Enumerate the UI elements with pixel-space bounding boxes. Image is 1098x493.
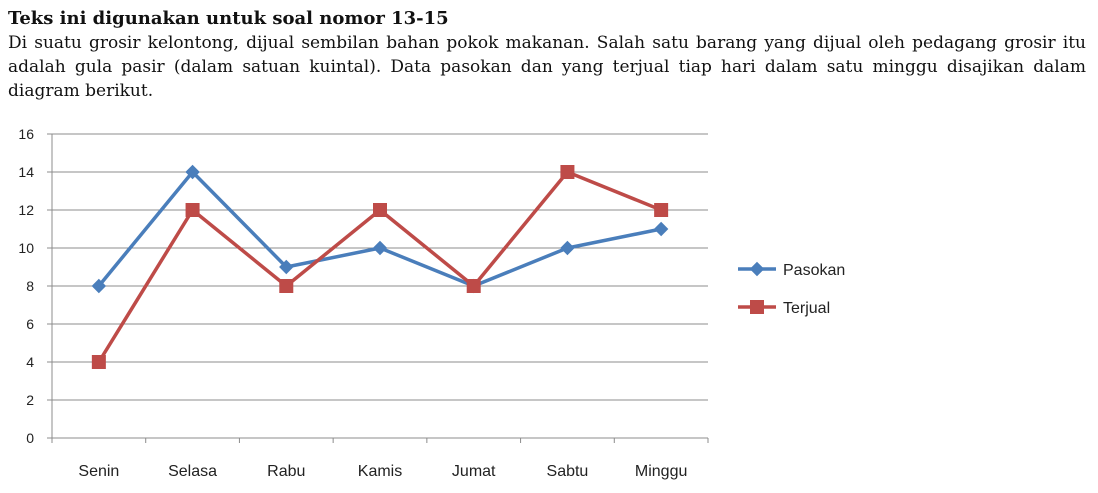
series [91,164,669,369]
x-tick-labels: Senin Selasa Rabu Kamis Jumat Sabtu Minggu [78,463,687,480]
text-paragraph: Di suatu grosir kelontong, dijual sembil… [8,33,1086,101]
y-tick-label: 2 [26,392,34,408]
y-tick-label: 4 [26,354,34,370]
legend-marker [750,300,764,314]
y-tick-labels: 0 2 4 6 8 10 12 14 16 [18,126,34,446]
y-tick-label: 12 [18,202,34,218]
legend-label: Terjual [783,300,830,317]
x-tick-label: Sabtu [547,463,589,480]
data-point [466,279,481,293]
grid-lines [52,133,708,401]
series-terjual [91,165,669,369]
data-point [185,203,200,217]
data-point [373,203,387,217]
x-tick-label: Selasa [168,463,217,480]
data-point [279,279,294,293]
x-tick-label: Jumat [452,463,496,480]
y-tick-label: 10 [18,240,34,256]
question-text: Teks ini digunakan untuk soal nomor 13-1… [8,6,1086,103]
x-tick-label: Minggu [635,463,687,480]
data-point [654,203,669,217]
y-tick-label: 8 [26,278,34,294]
data-point [560,240,575,256]
legend: Pasokan Terjual [738,261,845,317]
text-heading: Teks ini digunakan untuk soal nomor 13-1… [8,8,449,29]
legend-item-terjual: Terjual [738,300,830,317]
data-point [91,278,107,294]
series-pasokan [91,164,669,294]
data-point [91,355,106,369]
series-line [97,170,662,363]
y-tick-label: 16 [18,126,34,142]
x-tick-label: Senin [78,463,119,480]
x-tick-label: Kamis [358,463,402,480]
series-line [97,170,662,288]
axes [47,133,709,443]
data-point [185,164,200,180]
data-point [560,165,575,179]
legend-label: Pasokan [783,262,845,279]
y-tick-label: 6 [26,316,34,332]
data-point [372,240,388,256]
x-tick-label: Rabu [267,463,305,480]
data-point [653,221,669,237]
data-point [279,259,294,275]
legend-marker [749,261,765,277]
legend-item-pasokan: Pasokan [738,261,845,279]
y-tick-label: 0 [26,430,34,446]
y-tick-label: 14 [18,164,34,180]
